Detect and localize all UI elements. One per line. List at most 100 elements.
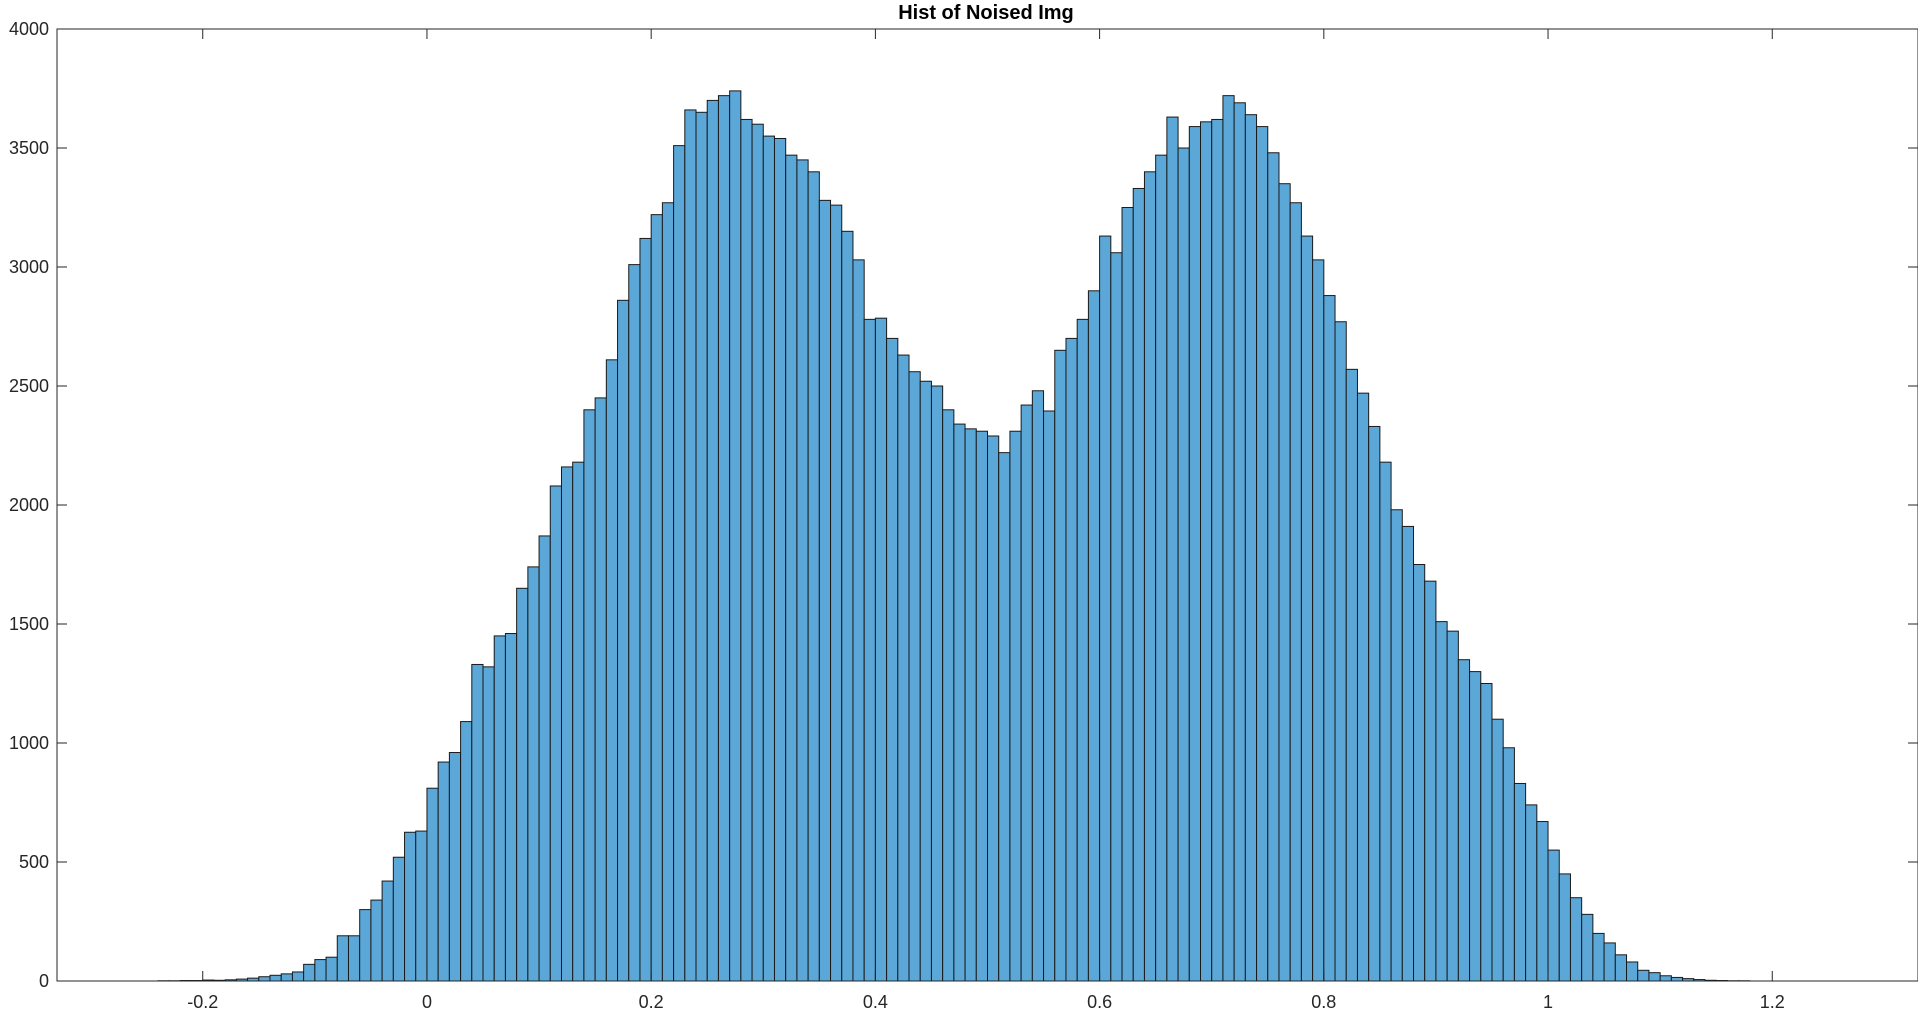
- histogram-bar: [1446, 630, 1459, 982]
- axes-box: [56, 28, 1918, 982]
- histogram-bar: [841, 230, 854, 982]
- histogram-bar: [404, 831, 417, 982]
- histogram-bar: [796, 159, 809, 982]
- histogram-bar: [1054, 349, 1067, 982]
- histogram-bar: [572, 461, 585, 982]
- histogram-bar: [1211, 118, 1224, 982]
- histogram-bar: [504, 633, 518, 982]
- histogram-bar: [370, 899, 383, 982]
- histogram-bar: [1525, 804, 1538, 982]
- histogram-bar: [437, 761, 450, 982]
- y-tick-label: 1500: [9, 614, 49, 634]
- histogram-bar: [1558, 873, 1571, 982]
- histogram-bar: [1222, 95, 1235, 982]
- histogram-bar: [1020, 404, 1033, 982]
- histogram-bar: [1491, 718, 1504, 982]
- histogram-bar: [1143, 171, 1157, 982]
- histogram-bar: [1076, 318, 1089, 982]
- histogram-bars: [157, 90, 1751, 982]
- y-tick-label: 2000: [9, 495, 49, 515]
- histogram-bar: [762, 135, 775, 982]
- chart-title: Hist of Noised Img: [898, 2, 1074, 24]
- x-tick-label: 0: [422, 992, 432, 1012]
- histogram-bar: [1413, 564, 1426, 982]
- histogram-bar: [1110, 252, 1123, 982]
- histogram-bar: [1390, 509, 1403, 982]
- histogram-bar: [460, 721, 473, 982]
- histogram-bar: [493, 635, 506, 982]
- histogram-bar: [516, 587, 529, 982]
- histogram-bar: [684, 109, 697, 982]
- histogram-bar: [1278, 183, 1291, 982]
- histogram-bar: [336, 935, 349, 982]
- histogram-bar: [415, 830, 428, 982]
- histogram-bar: [964, 428, 977, 982]
- histogram-bar: [830, 204, 843, 982]
- y-tick-label: 4000: [9, 19, 49, 39]
- y-tick-label: 1000: [9, 733, 49, 753]
- x-tick-label: 0.8: [1311, 992, 1336, 1012]
- histogram-bar: [1155, 154, 1168, 982]
- histogram-bar: [1670, 976, 1684, 982]
- histogram-bar: [1592, 932, 1605, 982]
- histogram-bar: [1648, 972, 1661, 982]
- histogram-bar: [303, 963, 316, 982]
- histogram-bar: [1401, 525, 1415, 982]
- y-tick-label: 0: [39, 971, 49, 991]
- histogram-bar: [886, 337, 899, 982]
- histogram-bar: [1502, 747, 1515, 982]
- histogram-bar: [258, 976, 271, 982]
- histogram-bar: [1345, 368, 1358, 982]
- histogram-bar: [1659, 975, 1672, 982]
- histogram-bar: [605, 359, 619, 982]
- histogram-bar: [975, 430, 988, 982]
- histogram-bar: [751, 123, 764, 982]
- histogram-bar: [874, 317, 888, 982]
- histogram-bar: [1256, 126, 1269, 982]
- histogram-bar: [987, 435, 1000, 982]
- histogram-bar: [1200, 121, 1213, 982]
- histogram-bar: [1267, 152, 1280, 982]
- histogram-bar: [325, 956, 338, 982]
- histogram-bar: [1569, 897, 1583, 982]
- histogram-bar: [538, 535, 551, 982]
- histogram-bar: [650, 214, 663, 982]
- histogram-bar: [291, 971, 305, 982]
- histogram-bar: [1536, 821, 1549, 982]
- histogram-bar: [628, 264, 641, 982]
- histogram-bar: [1334, 321, 1347, 982]
- histogram-bar: [785, 154, 798, 982]
- histogram-bar: [1480, 683, 1493, 982]
- histogram-bar: [1435, 621, 1448, 982]
- histogram-bar: [818, 199, 832, 982]
- histogram-bar: [1166, 116, 1179, 982]
- histogram-bar: [1547, 849, 1560, 982]
- histogram-bar: [807, 171, 820, 982]
- x-tick-label: 0.2: [639, 992, 664, 1012]
- histogram-bar: [1424, 580, 1437, 982]
- histogram-bar: [617, 299, 630, 982]
- histogram-bar: [1009, 430, 1022, 982]
- histogram-bar: [1300, 235, 1314, 982]
- histogram-bar: [639, 237, 652, 982]
- histogram-bar: [482, 666, 495, 982]
- histogram-bar: [661, 202, 675, 982]
- histogram-bar: [942, 409, 955, 982]
- histogram-bar: [583, 409, 596, 982]
- histogram-bar: [594, 397, 607, 982]
- histogram-bar: [527, 566, 540, 982]
- histogram-bar: [1323, 295, 1336, 982]
- histogram-bar: [1065, 337, 1078, 982]
- x-tick-label: 1.2: [1760, 992, 1785, 1012]
- y-tick-label: 3500: [9, 138, 49, 158]
- histogram-bar: [729, 90, 742, 982]
- histogram-bar: [426, 787, 439, 982]
- x-tick-label: 0.6: [1087, 992, 1112, 1012]
- histogram-bar: [359, 909, 372, 982]
- histogram-bar: [549, 485, 562, 982]
- y-axis-tick-labels: 0 500 1000 1500 2000 2500 3000 3500 4000: [9, 19, 49, 991]
- y-tick-label: 2500: [9, 376, 49, 396]
- y-tick-label: 500: [19, 852, 49, 872]
- histogram-bar: [919, 380, 932, 982]
